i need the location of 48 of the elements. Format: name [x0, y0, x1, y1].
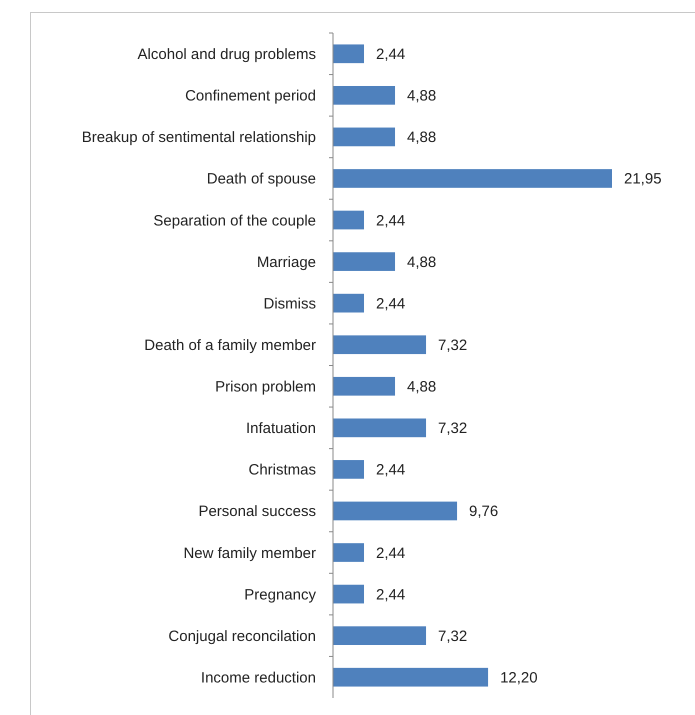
bar [333, 294, 364, 313]
data-label: 2,44 [376, 46, 406, 64]
data-label: 2,44 [376, 544, 406, 562]
data-label: 4,88 [407, 378, 436, 396]
bar [333, 86, 396, 105]
y-tick-label: Confinement period [185, 88, 316, 105]
bar [333, 668, 488, 687]
y-tick-label: Personal success [198, 503, 316, 520]
bar [333, 210, 364, 230]
y-tick-label: Separation of the couple [153, 212, 316, 230]
y-tick-label: Death of spouse [206, 170, 316, 188]
y-tick-label: Death of a family member [144, 336, 316, 354]
bar [333, 252, 396, 271]
y-tick-label: New family member [183, 544, 316, 562]
bar [333, 169, 612, 188]
bar [333, 418, 426, 438]
y-tick-label: Income reduction [200, 669, 316, 686]
data-label: 2,44 [376, 295, 406, 312]
data-label: 7,32 [438, 628, 468, 645]
y-tick-label: Marriage [256, 254, 316, 271]
bar [333, 376, 396, 396]
data-label: 12,20 [500, 669, 538, 686]
data-label: 2,44 [376, 586, 406, 604]
bar [333, 502, 458, 520]
data-label: 4,88 [407, 254, 436, 271]
y-tick-label: Pregnancy [244, 586, 316, 604]
bar [333, 584, 364, 604]
data-label: 7,32 [438, 420, 468, 438]
bar [333, 128, 396, 146]
y-tick-label: Prison problem [215, 378, 316, 396]
data-label: 4,88 [407, 129, 436, 146]
data-label: 21,95 [624, 170, 662, 188]
y-tick-label: Infatuation [246, 420, 316, 438]
bar [333, 460, 364, 479]
data-label: 9,76 [469, 503, 498, 520]
y-tick-label: Conjugal reconcilation [168, 628, 316, 645]
y-tick-label: Breakup of sentimental relationship [82, 129, 316, 146]
bar [333, 44, 364, 64]
data-label: 7,32 [438, 336, 468, 354]
bar [333, 335, 426, 354]
y-tick-label: Christmas [248, 462, 316, 479]
bar [333, 626, 426, 646]
data-label: 2,44 [376, 462, 406, 479]
data-label: 2,44 [376, 212, 406, 230]
y-tick-label: Alcohol and drug problems [138, 46, 316, 64]
y-tick-label: Dismiss [264, 295, 316, 312]
data-label: 4,88 [407, 88, 436, 105]
bar [333, 543, 364, 562]
